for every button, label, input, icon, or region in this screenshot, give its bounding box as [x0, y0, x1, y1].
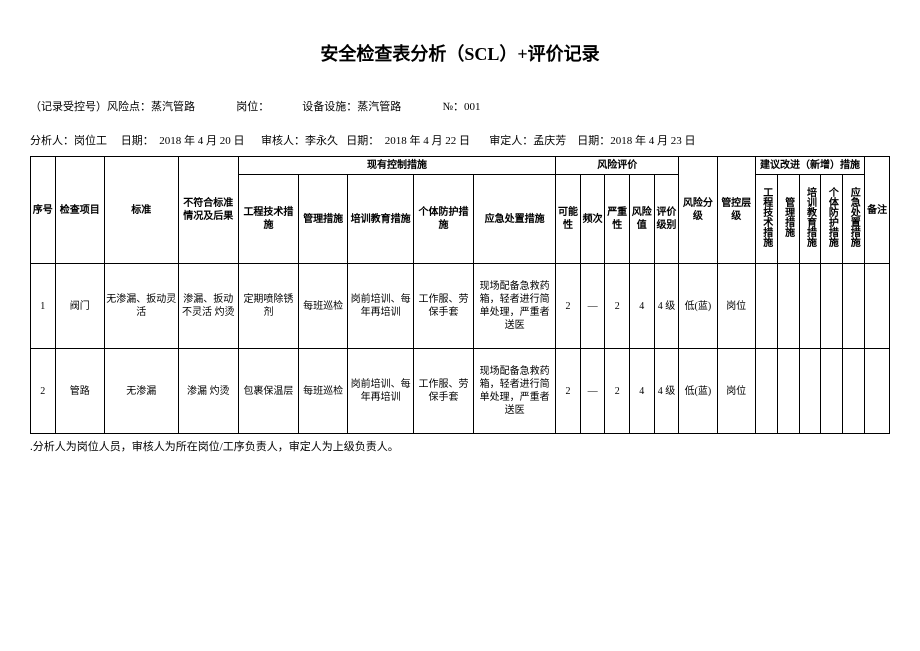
analyst: 岗位工 [74, 135, 107, 147]
cell-item: 阀门 [55, 264, 104, 349]
cell-train: 岗前培训、每年再培训 [348, 349, 414, 434]
reviewer: 李永久 [305, 135, 338, 147]
cell-risk_level: 低(蓝) [679, 349, 717, 434]
scl-table: 序号 检查项目 标准 不符合标准情况及后果 现有控制措施 风险评价 风险分级 管… [30, 156, 890, 434]
approver: 孟庆芳 [533, 135, 566, 147]
footnote: .分析人为岗位人员，审核人为所在岗位/工序负责人，审定人为上级负责人。 [30, 438, 890, 454]
cell-mgmt: 每班巡检 [299, 264, 348, 349]
cell-remark [865, 264, 890, 349]
analyst-label: 分析人： [30, 135, 74, 147]
cell-poss: 2 [556, 349, 581, 434]
cell-standard: 无渗漏、扳动灵活 [104, 264, 178, 349]
date3-label: 日期： [577, 135, 610, 147]
h-eng: 工程技术措施 [238, 175, 298, 264]
h-seq: 序号 [31, 157, 56, 264]
cell-train: 岗前培训、每年再培训 [348, 264, 414, 349]
h-s-train: 培训教育措施 [799, 175, 821, 264]
h-standard: 标准 [104, 157, 178, 264]
h-train: 培训教育措施 [348, 175, 414, 264]
cell-ppe: 工作服、劳保手套 [413, 264, 473, 349]
h-grade: 评价级别 [654, 175, 679, 264]
cell-ppe: 工作服、劳保手套 [413, 349, 473, 434]
cell-item: 管路 [55, 349, 104, 434]
h-suggest: 建议改进（新增）措施 [755, 157, 864, 175]
equip-label: 设备设施： [302, 101, 357, 113]
h-risk-eval: 风险评价 [556, 157, 679, 175]
h-item: 检查项目 [55, 157, 104, 264]
cell-sev: 2 [605, 349, 630, 434]
cell-nonconf: 渗漏 灼烫 [178, 349, 238, 434]
cell-eng: 包裹保温层 [238, 349, 298, 434]
h-ppe: 个体防护措施 [413, 175, 473, 264]
h-emerg: 应急处置措施 [474, 175, 556, 264]
date3: 2018 年 4 月 23 日 [610, 135, 695, 147]
cell-risk_level: 低(蓝) [679, 264, 717, 349]
cell-s_mgmt [777, 349, 799, 434]
h-s-mgmt: 管理措施 [777, 175, 799, 264]
h-nonconf: 不符合标准情况及后果 [178, 157, 238, 264]
cell-riskval: 4 [630, 349, 655, 434]
h-poss: 可能性 [556, 175, 581, 264]
table-row: 2管路无渗漏渗漏 灼烫包裹保温层每班巡检岗前培训、每年再培训工作服、劳保手套现场… [31, 349, 890, 434]
h-ctrl-level: 管控层级 [717, 157, 755, 264]
cell-mgmt: 每班巡检 [299, 349, 348, 434]
meta-line-2: 分析人：岗位工 日期： 2018 年 4 月 20 日 审核人：李永久 日期： … [30, 120, 890, 148]
cell-freq: — [580, 349, 605, 434]
no-label: №： [443, 101, 465, 113]
cell-s_train [799, 349, 821, 434]
cell-grade: 4 级 [654, 349, 679, 434]
cell-s_eng [755, 264, 777, 349]
cell-s_ppe [821, 349, 843, 434]
cell-nonconf: 渗漏、扳动不灵活 灼烫 [178, 264, 238, 349]
h-risk-level: 风险分级 [679, 157, 717, 264]
approver-label: 审定人： [489, 135, 533, 147]
date1: 2018 年 4 月 20 日 [159, 135, 244, 147]
cell-remark [865, 349, 890, 434]
reviewer-label: 审核人： [261, 135, 305, 147]
h-existing: 现有控制措施 [238, 157, 555, 175]
cell-seq: 1 [31, 264, 56, 349]
risk-point: 蒸汽管路 [151, 101, 195, 113]
cell-s_eng [755, 349, 777, 434]
cell-s_mgmt [777, 264, 799, 349]
cell-ctrl_level: 岗位 [717, 349, 755, 434]
h-s-eng: 工程技术措施 [755, 175, 777, 264]
date2-label: 日期： [346, 135, 379, 147]
cell-emerg: 现场配备急救药箱，轻者进行简单处理，严重者送医 [474, 349, 556, 434]
cell-sev: 2 [605, 264, 630, 349]
cell-s_ppe [821, 264, 843, 349]
h-remark: 备注 [865, 157, 890, 264]
meta-line-1: （记录受控号）风险点：蒸汽管路 岗位： 设备设施：蒸汽管路 №：001 [30, 86, 890, 114]
cell-s_emerg [843, 349, 865, 434]
cell-s_emerg [843, 264, 865, 349]
h-freq: 频次 [580, 175, 605, 264]
h-sev: 严重性 [605, 175, 630, 264]
cell-freq: — [580, 264, 605, 349]
cell-grade: 4 级 [654, 264, 679, 349]
cell-poss: 2 [556, 264, 581, 349]
equip-value: 蒸汽管路 [357, 101, 401, 113]
no-value: 001 [464, 101, 481, 113]
cell-emerg: 现场配备急救药箱，轻者进行简单处理，严重者送医 [474, 264, 556, 349]
cell-s_train [799, 264, 821, 349]
cell-ctrl_level: 岗位 [717, 264, 755, 349]
h-mgmt: 管理措施 [299, 175, 348, 264]
table-body: 1阀门无渗漏、扳动灵活渗漏、扳动不灵活 灼烫定期喷除锈剂每班巡检岗前培训、每年再… [31, 264, 890, 434]
h-s-ppe: 个体防护措施 [821, 175, 843, 264]
table-row: 1阀门无渗漏、扳动灵活渗漏、扳动不灵活 灼烫定期喷除锈剂每班巡检岗前培训、每年再… [31, 264, 890, 349]
page-title: 安全检查表分析（SCL）+评价记录 [30, 40, 890, 66]
h-s-emerg: 应急处置措施 [843, 175, 865, 264]
record-label: （记录受控号）风险点： [30, 101, 151, 113]
cell-eng: 定期喷除锈剂 [238, 264, 298, 349]
cell-seq: 2 [31, 349, 56, 434]
cell-standard: 无渗漏 [104, 349, 178, 434]
cell-riskval: 4 [630, 264, 655, 349]
date2: 2018 年 4 月 22 日 [385, 135, 470, 147]
date1-label: 日期： [121, 135, 154, 147]
h-riskval: 风险值 [630, 175, 655, 264]
post-label: 岗位： [236, 101, 269, 113]
header-row-1: 序号 检查项目 标准 不符合标准情况及后果 现有控制措施 风险评价 风险分级 管… [31, 157, 890, 175]
